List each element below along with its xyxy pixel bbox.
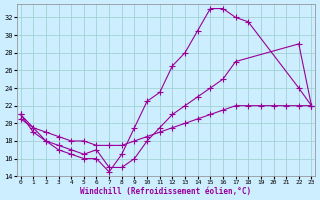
X-axis label: Windchill (Refroidissement éolien,°C): Windchill (Refroidissement éolien,°C): [80, 187, 252, 196]
